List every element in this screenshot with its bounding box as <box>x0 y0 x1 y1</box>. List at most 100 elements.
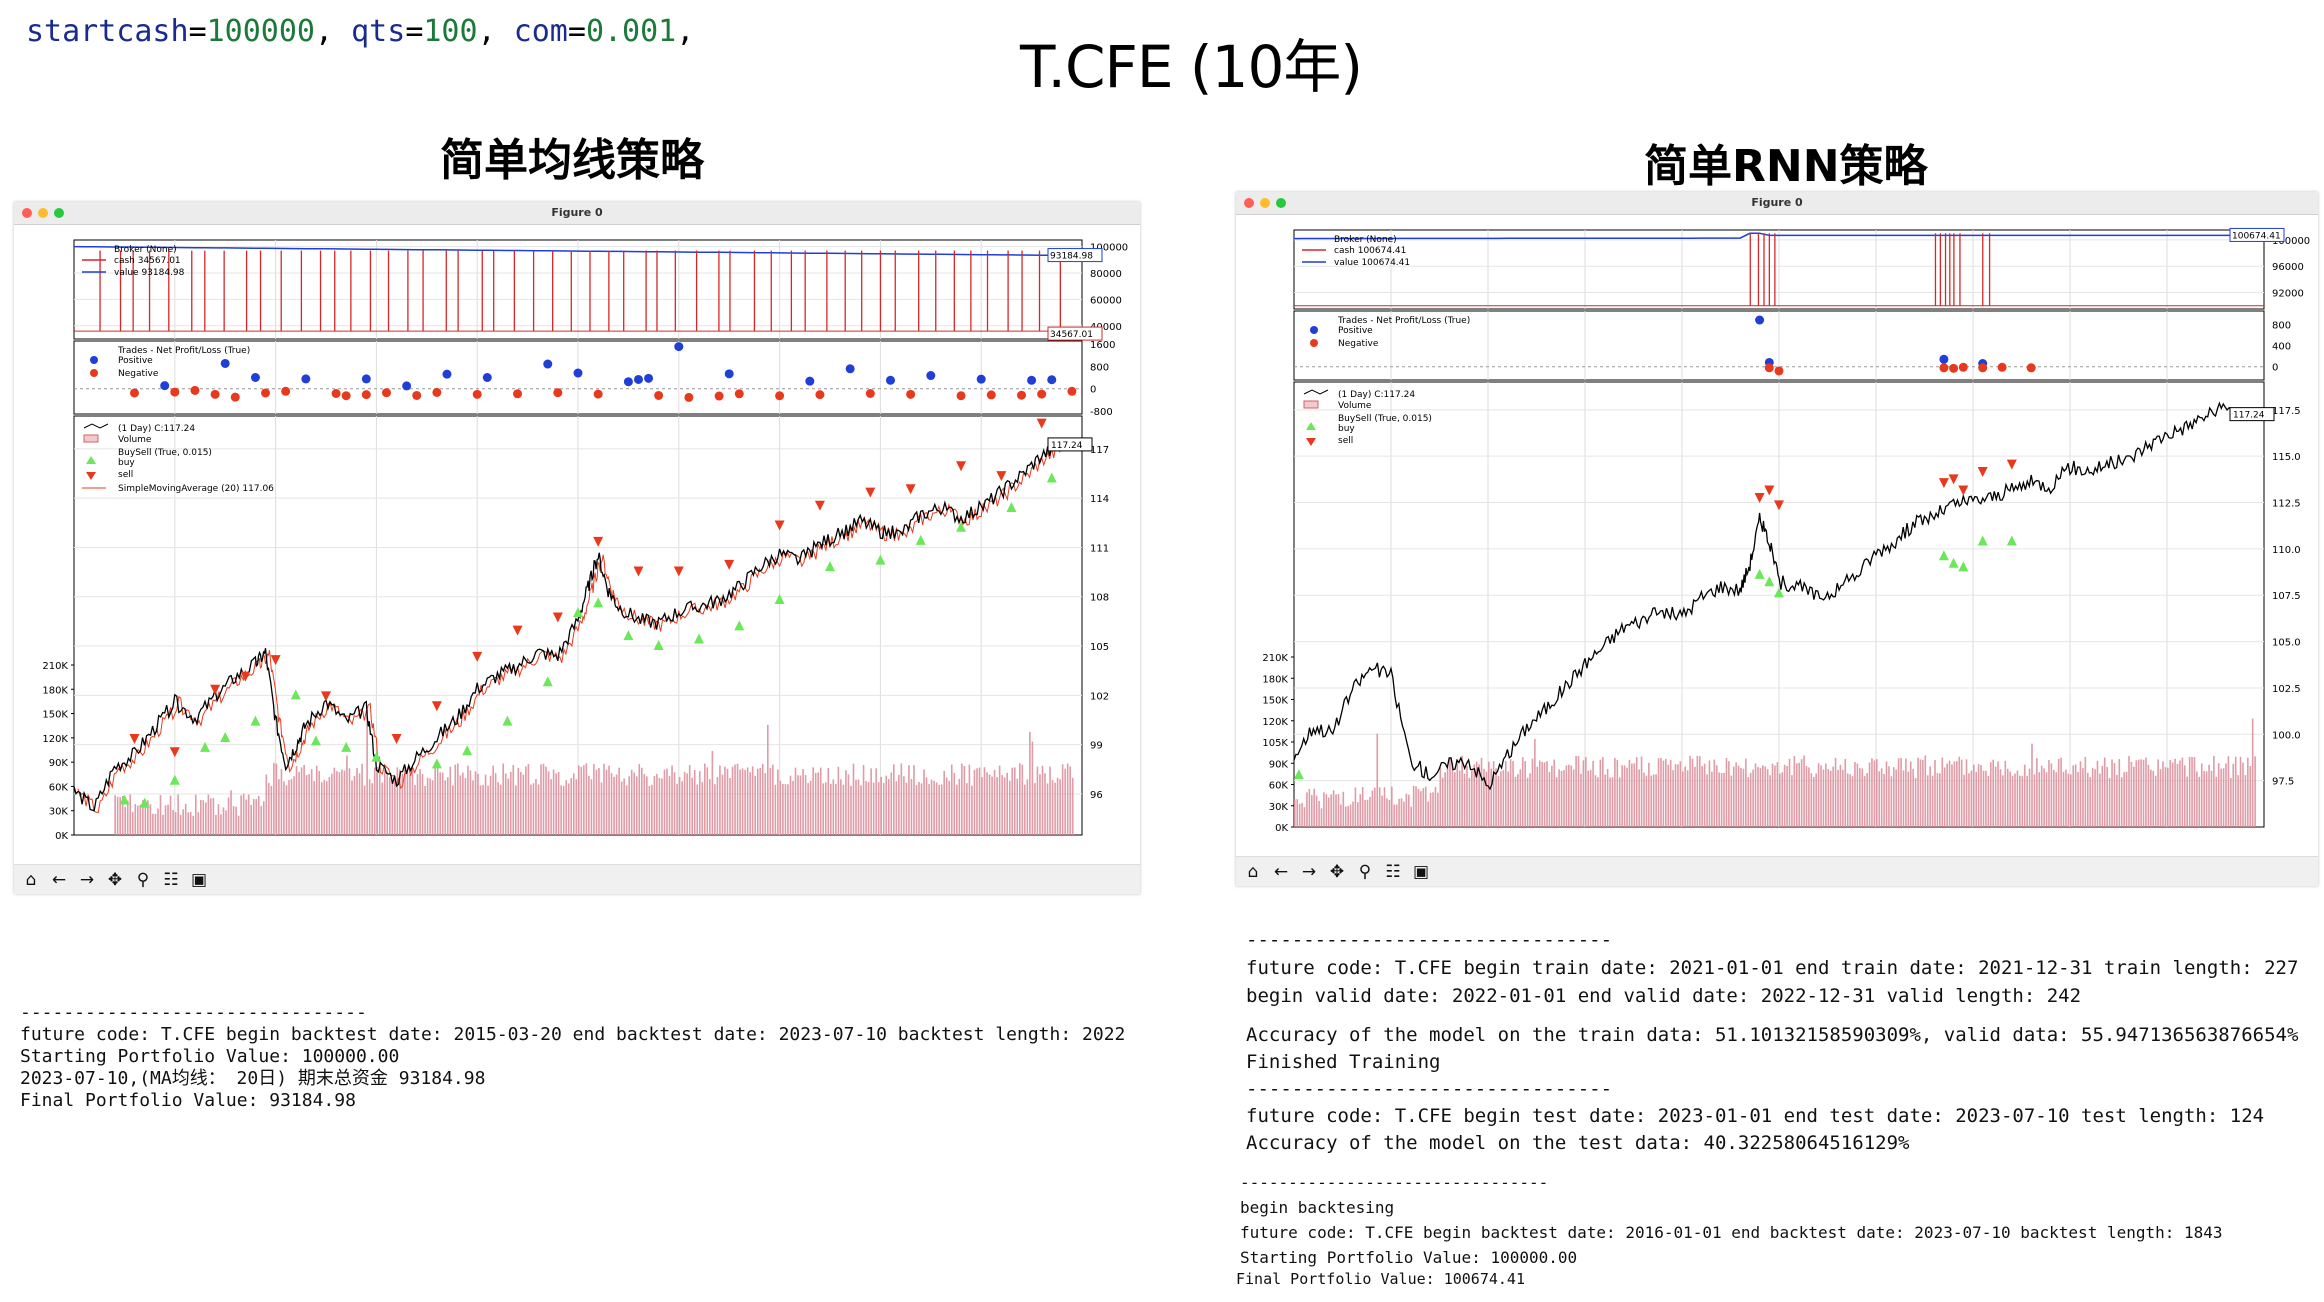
minimize-window-icon[interactable] <box>38 208 48 218</box>
pan-icon[interactable]: ✥ <box>1329 861 1345 882</box>
volume-bar <box>1454 772 1456 827</box>
maximize-window-icon[interactable] <box>54 208 64 218</box>
save-icon[interactable]: ▣ <box>1412 861 1430 882</box>
volume-bar <box>2164 767 2167 827</box>
buy-marker <box>1293 769 1304 780</box>
volume-bar <box>2196 771 2198 827</box>
left-backtrader-chart: 100000 80000 60000 40000 Broker (None)cash 3… <box>42 239 1128 842</box>
save-icon[interactable]: ▣ <box>190 869 208 890</box>
volume-bar <box>462 772 464 835</box>
volume-bar <box>900 763 903 835</box>
volume-bar <box>1713 759 1716 827</box>
close-window-icon[interactable] <box>22 208 32 218</box>
volume-bar <box>1798 762 1800 827</box>
volume-bar <box>268 782 270 835</box>
volume-bar <box>585 763 588 835</box>
console-line: Accuracy of the model on the train data:… <box>1246 1024 2299 1046</box>
volume-bar <box>721 774 724 835</box>
volume-bar <box>452 785 454 835</box>
back-arrow-icon[interactable]: ← <box>51 869 67 890</box>
volume-bar <box>2217 763 2220 827</box>
volume-bar <box>986 772 988 835</box>
volume-bar <box>280 768 283 835</box>
volume-bar <box>714 784 716 835</box>
back-arrow-icon[interactable]: ← <box>1273 861 1289 882</box>
minimize-window-icon[interactable] <box>1260 198 1270 208</box>
maximize-window-icon[interactable] <box>1276 198 1286 208</box>
volume-bar <box>1056 777 1059 835</box>
negative-trade-point <box>129 388 139 398</box>
volume-bar <box>1863 776 1866 827</box>
close-window-icon[interactable] <box>1244 198 1254 208</box>
volume-bar <box>1534 738 1536 827</box>
sell-marker <box>321 691 331 702</box>
forward-arrow-icon[interactable]: → <box>1301 861 1317 882</box>
negative-trade-point <box>170 387 180 397</box>
forward-arrow-icon[interactable]: → <box>79 869 95 890</box>
trades-ytick-label: 1600 <box>1090 340 1115 351</box>
buy-marker <box>693 633 704 644</box>
volume-bar <box>1313 788 1315 827</box>
price-ytick-label: 96 <box>1090 790 1103 801</box>
volume-bar <box>1888 766 1890 827</box>
volume-bar <box>915 785 918 835</box>
volume-bar <box>1325 794 1328 827</box>
volume-bar <box>426 777 429 835</box>
volume-bar <box>1960 759 1963 827</box>
volume-bar <box>1669 759 1672 827</box>
volume-bar <box>2006 768 2009 827</box>
volume-bar <box>467 765 469 835</box>
volume-bar <box>222 807 225 835</box>
volume-bar <box>1303 807 1306 827</box>
configure-icon[interactable]: ☷ <box>163 869 179 890</box>
trades-ytick-label: 800 <box>1090 362 1109 373</box>
volume-bar <box>1764 766 1767 827</box>
buy-marker <box>169 774 180 785</box>
volume-bar <box>1019 763 1021 835</box>
volume-bar <box>2200 763 2203 827</box>
volume-bar <box>862 765 865 835</box>
sell-marker <box>240 671 251 682</box>
legend-swatch <box>90 369 98 377</box>
volume-bar <box>1478 764 1480 827</box>
sell-marker <box>431 701 442 712</box>
volume-bar <box>1723 772 1725 827</box>
buy-marker <box>593 597 604 608</box>
volume-bar <box>562 785 565 835</box>
volume-bar <box>905 782 908 835</box>
volume-bar <box>2220 768 2222 827</box>
volume-bar <box>1548 772 1551 827</box>
console-line: begin valid date: 2022-01-01 end valid d… <box>1246 985 2082 1007</box>
configure-icon[interactable]: ☷ <box>1385 861 1401 882</box>
home-icon[interactable]: ⌂ <box>1247 861 1259 882</box>
volume-bar <box>1570 765 1573 827</box>
volume-bar <box>567 783 570 835</box>
volume-bar <box>860 785 862 835</box>
volume-bar <box>1051 779 1054 835</box>
zoom-icon[interactable]: ⚲ <box>136 869 150 890</box>
volume-bar <box>207 794 210 835</box>
negative-trade-point <box>684 392 694 402</box>
volume-bar <box>1555 777 1558 827</box>
volume-bar <box>557 771 560 835</box>
volume-bar <box>1420 791 1422 827</box>
volume-bar <box>409 775 411 835</box>
sell-marker <box>673 566 684 577</box>
pan-icon[interactable]: ✥ <box>107 869 123 890</box>
close-price-series <box>73 442 1063 812</box>
volume-bar <box>315 765 318 835</box>
volume-bar <box>1458 770 1461 827</box>
volume-bar <box>1335 794 1337 827</box>
volume-bar <box>2251 718 2254 827</box>
volume-bar <box>343 770 346 835</box>
volume-bar <box>1616 759 1619 827</box>
home-icon[interactable]: ⌂ <box>25 869 37 890</box>
volume-bar <box>603 763 605 835</box>
buy-marker <box>250 715 261 726</box>
volume-bar <box>1395 804 1398 827</box>
volume-bar <box>749 772 751 835</box>
volume-bar <box>2106 766 2108 827</box>
zoom-icon[interactable]: ⚲ <box>1358 861 1372 882</box>
volume-bar <box>373 767 376 835</box>
trades-legend-positive: Positive <box>118 356 153 366</box>
